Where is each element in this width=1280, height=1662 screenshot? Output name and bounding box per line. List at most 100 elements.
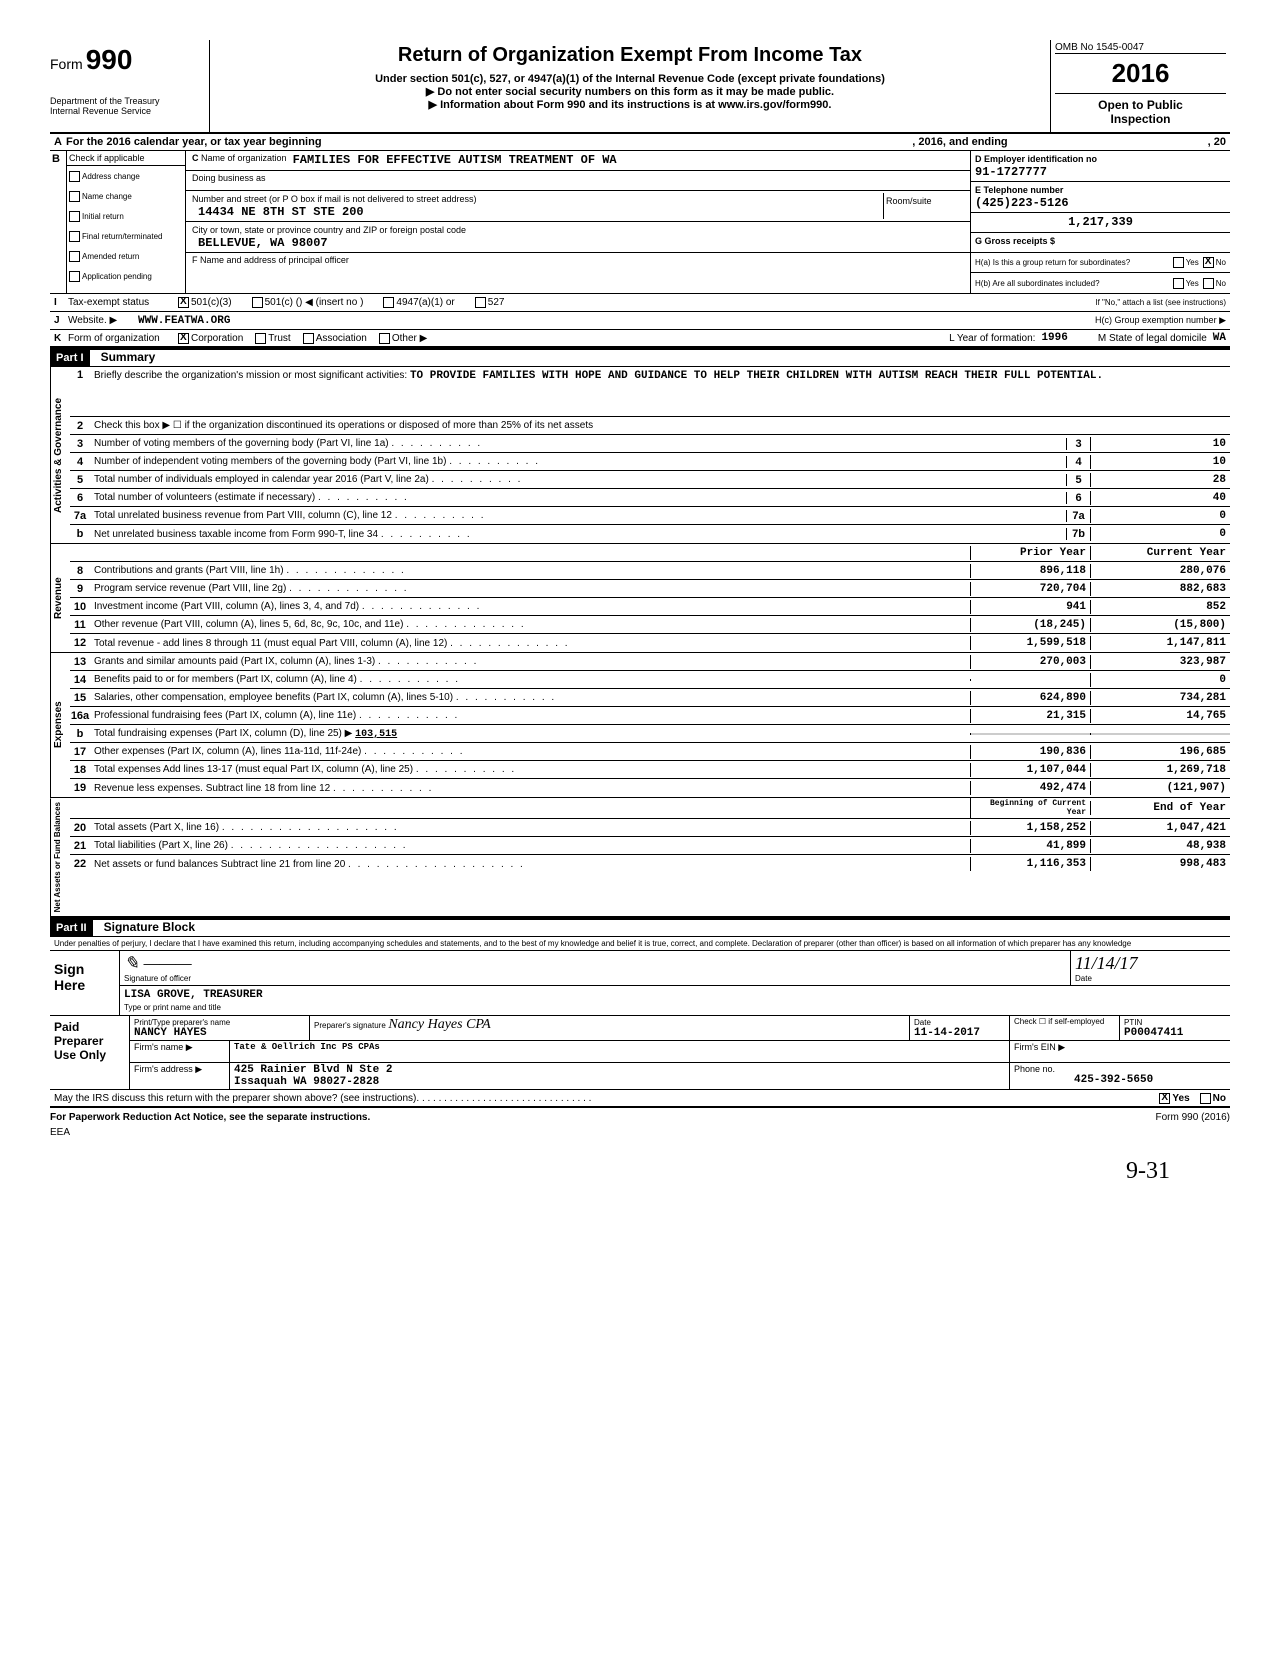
row-a: A For the 2016 calendar year, or tax yea… (50, 134, 1230, 151)
net-line-21: 21Total liabilities (Part X, line 26) . … (70, 837, 1230, 855)
signature-declaration: Under penalties of perjury, I declare th… (50, 937, 1230, 951)
501c3-check[interactable] (178, 297, 189, 308)
sign-here-label: Sign Here (50, 951, 120, 1015)
rev-line-11: 11Other revenue (Part VIII, column (A), … (70, 616, 1230, 634)
rev-line-10: 10Investment income (Part VIII, column (… (70, 598, 1230, 616)
block-bcd: B Check if applicable Address change Nam… (50, 151, 1230, 294)
website-value: WWW.FEATWA.ORG (138, 315, 230, 327)
dba-row: Doing business as (186, 171, 970, 191)
netassets-block: Net Assets or Fund Balances Beginning of… (50, 798, 1230, 918)
row-a-end: , 20 (1208, 136, 1226, 148)
preparer-name-row: Print/Type preparer's name NANCY HAYES P… (130, 1016, 1230, 1041)
eea: EEA (50, 1127, 1230, 1138)
footer-row: For Paperwork Reduction Act Notice, see … (50, 1108, 1230, 1127)
net-header-row: Beginning of Current Year End of Year (70, 798, 1230, 819)
form-number-cell: Form 990 Department of the Treasury Inte… (50, 40, 210, 132)
check-name[interactable]: Name change (67, 186, 185, 206)
ptin-value: P00047411 (1124, 1027, 1183, 1039)
row-a-mid: , 2016, and ending (912, 136, 1007, 148)
check-column: Check if applicable Address change Name … (66, 151, 186, 293)
exp-line-14: 14Benefits paid to or for members (Part … (70, 671, 1230, 689)
vlabel-net: Net Assets or Fund Balances (50, 798, 70, 916)
footer-right: Form 990 (2016) (1156, 1112, 1230, 1123)
current-year-header: Current Year (1090, 546, 1230, 560)
check-initial[interactable]: Initial return (67, 206, 185, 226)
501c-check[interactable] (252, 297, 263, 308)
other-check[interactable] (379, 333, 390, 344)
corp-check[interactable] (178, 333, 189, 344)
check-amended[interactable]: Amended return (67, 246, 185, 266)
state-domicile: WA (1213, 332, 1226, 344)
hb-yes-check[interactable] (1173, 278, 1184, 289)
527-check[interactable] (475, 297, 486, 308)
prior-year-header: Prior Year (970, 546, 1090, 560)
gov-line-7a: 7aTotal unrelated business revenue from … (70, 507, 1230, 525)
phone-value: (425)223-5126 (975, 196, 1069, 210)
form-number: 990 (86, 44, 133, 75)
4947-check[interactable] (383, 297, 394, 308)
irs-yes-check[interactable] (1159, 1093, 1170, 1104)
right-column: D Employer identification no 91-1727777 … (970, 151, 1230, 293)
paid-preparer-label: Paid Preparer Use Only (50, 1016, 130, 1089)
preparer-signature: Nancy Hayes CPA (388, 1017, 490, 1032)
ein-value: 91-1727777 (975, 165, 1047, 179)
check-address[interactable]: Address change (67, 166, 185, 186)
form-prefix: Form (50, 56, 83, 72)
vlabel-exp: Expenses (50, 653, 70, 797)
net-line-20: 20Total assets (Part X, line 16) . . . .… (70, 819, 1230, 837)
part2-label: Part II (50, 920, 93, 936)
phone-row: E Telephone number (425)223-5126 (971, 182, 1230, 213)
open-public: Open to Public Inspection (1055, 93, 1226, 130)
self-employed-check[interactable]: Check ☐ if self-employed (1010, 1016, 1120, 1040)
exp-line-13: 13Grants and similar amounts paid (Part … (70, 653, 1230, 671)
firm-addr-2: Issaquah WA 98027-2828 (234, 1076, 379, 1088)
officer-name: LISA GROVE, TREASURER (124, 989, 263, 1001)
firm-addr-1: 425 Rainier Blvd N Ste 2 (234, 1064, 392, 1076)
ha-no-check[interactable] (1203, 257, 1214, 268)
exp-line-19: 19Revenue less expenses. Subtract line 1… (70, 779, 1230, 797)
firm-name: Tate & Oellrich Inc PS CPAs (230, 1041, 1010, 1062)
begin-year-header: Beginning of Current Year (970, 798, 1090, 818)
org-name: FAMILIES FOR EFFECTIVE AUTISM TREATMENT … (293, 153, 617, 168)
irs-no-check[interactable] (1200, 1093, 1211, 1104)
assoc-check[interactable] (303, 333, 314, 344)
exp-line-15: 15Salaries, other compensation, employee… (70, 689, 1230, 707)
row-a-label: A (54, 136, 66, 148)
name-column: C Name of organization FAMILIES FOR EFFE… (186, 151, 970, 293)
row-i: I Tax-exempt status 501(c)(3) 501(c) ( )… (50, 294, 1230, 312)
check-final[interactable]: Final return/terminated (67, 226, 185, 246)
sign-date: 11/14/17 (1075, 953, 1226, 974)
title-cell: Return of Organization Exempt From Incom… (210, 40, 1050, 132)
line-2: 2Check this box ▶ ☐ if the organization … (70, 417, 1230, 435)
hb-no-check[interactable] (1203, 278, 1214, 289)
gross-receipts-row: G Gross receipts $ (971, 233, 1230, 253)
end-year-header: End of Year (1090, 801, 1230, 815)
mission-text: TO PROVIDE FAMILIES WITH HOPE AND GUIDAN… (410, 370, 1103, 382)
mission-row: 1 Briefly describe the organization's mi… (70, 367, 1230, 417)
officer-row: F Name and address of principal officer (186, 253, 970, 273)
trust-check[interactable] (255, 333, 266, 344)
officer-signature: ✎ ——— (124, 953, 1066, 974)
rev-line-9: 9Program service revenue (Part VIII, lin… (70, 580, 1230, 598)
city-state-zip: BELLEVUE, WA 98007 (198, 236, 328, 250)
firm-addr-row: Firm's address ▶ 425 Rainier Blvd N Ste … (130, 1063, 1230, 1089)
exp-line-17: 17Other expenses (Part IX, column (A), l… (70, 743, 1230, 761)
gov-line-3: 3Number of voting members of the governi… (70, 435, 1230, 453)
part1-bar: Part I Summary (50, 348, 1230, 367)
check-pending[interactable]: Application pending (67, 266, 185, 286)
vlabel-rev: Revenue (50, 544, 70, 652)
b-label: B (50, 151, 66, 293)
h-a-row: H(a) Is this a group return for subordin… (971, 253, 1230, 273)
part2-bar: Part II Signature Block (50, 918, 1230, 937)
org-name-row: C Name of organization FAMILIES FOR EFFE… (186, 151, 970, 171)
expenses-block: Expenses 13Grants and similar amounts pa… (50, 653, 1230, 798)
vlabel-gov: Activities & Governance (50, 367, 70, 543)
governance-block: Activities & Governance 1 Briefly descri… (50, 367, 1230, 544)
gov-line-4: 4Number of independent voting members of… (70, 453, 1230, 471)
subtitle-2: ▶ Do not enter social security numbers o… (220, 85, 1040, 98)
ha-yes-check[interactable] (1173, 257, 1184, 268)
firm-phone: 425-392-5650 (1074, 1074, 1153, 1086)
footer-left: For Paperwork Reduction Act Notice, see … (50, 1112, 370, 1123)
check-header: Check if applicable (67, 151, 185, 166)
part1-label: Part I (50, 350, 90, 366)
